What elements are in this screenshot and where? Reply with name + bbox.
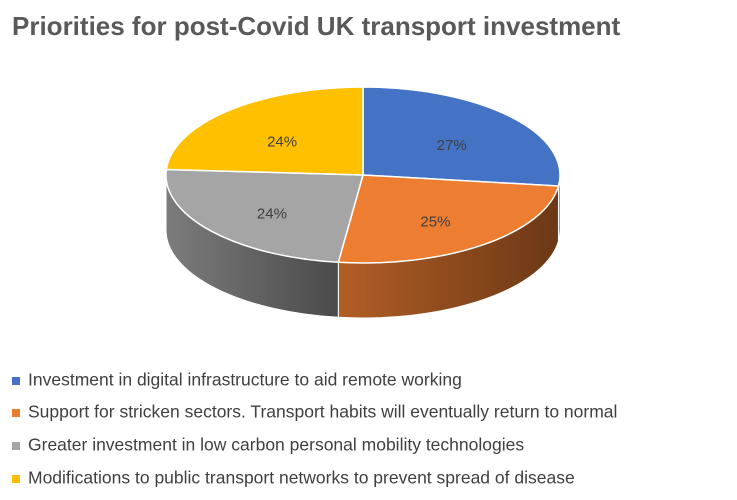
- legend-label: Support for stricken sectors. Transport …: [28, 402, 617, 422]
- data-label: 24%: [267, 133, 297, 150]
- slice: [165, 86, 364, 176]
- legend-label: Greater investment in low carbon persona…: [28, 435, 524, 455]
- slice: [362, 86, 561, 187]
- legend-marker: [12, 377, 20, 385]
- data-label: 25%: [420, 214, 450, 231]
- slice: [337, 174, 560, 264]
- legend-label: Investment in digital infrastructure to …: [28, 370, 462, 390]
- data-label: 27%: [437, 137, 467, 154]
- chart-title: Priorities for post-Covid UK transport i…: [12, 11, 621, 41]
- legend-marker: [12, 475, 20, 483]
- legend-marker: [12, 409, 20, 417]
- legend-marker: [12, 442, 20, 450]
- data-label: 24%: [257, 206, 287, 223]
- slice: [165, 168, 364, 264]
- legend-label: Modifications to public transport networ…: [28, 468, 575, 488]
